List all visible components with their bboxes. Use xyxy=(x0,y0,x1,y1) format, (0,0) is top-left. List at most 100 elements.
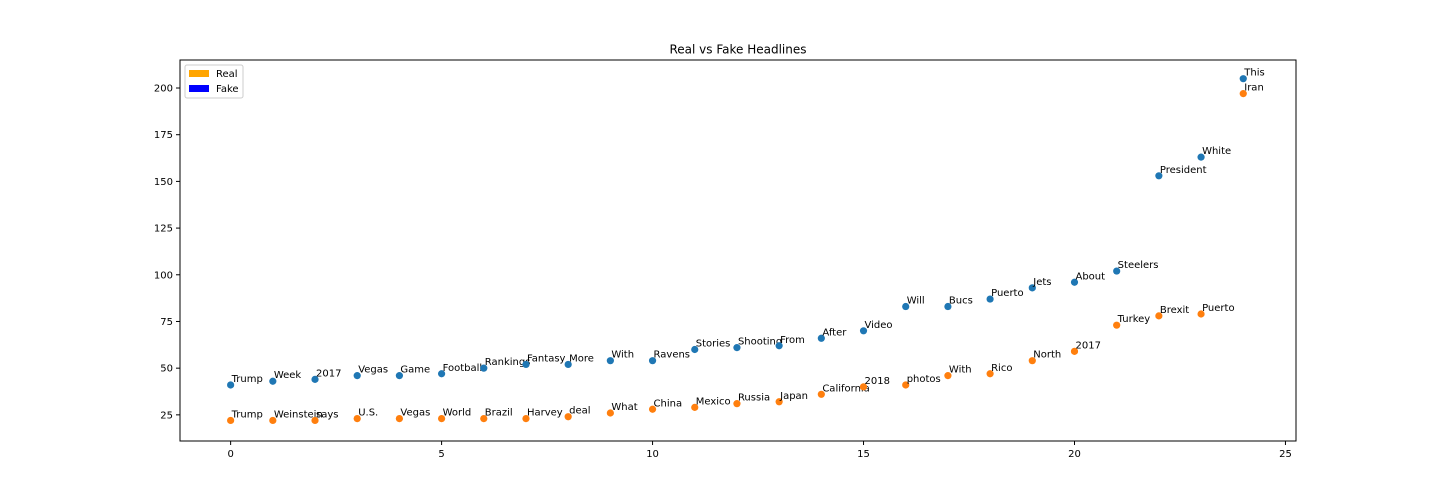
series-0-point-3 xyxy=(353,372,361,380)
series-1-point-label-18: Rico xyxy=(991,363,1012,374)
series-0-point-23 xyxy=(1197,153,1205,161)
series-1-point-20 xyxy=(1070,347,1079,355)
chart-title: Real vs Fake Headlines xyxy=(669,43,806,57)
y-tick-label-0: 25 xyxy=(160,410,173,421)
series-1-point-label-19: North xyxy=(1033,350,1061,361)
series-1-point-label-20: 2017 xyxy=(1075,340,1100,351)
series-0-point-13 xyxy=(775,342,783,350)
series-0-point-label-17: Bucs xyxy=(949,296,973,307)
series-1-point-5 xyxy=(437,414,446,423)
series-1-point-10 xyxy=(648,405,657,413)
series-0-point-label-4: Game xyxy=(400,365,430,376)
series-1-point-23 xyxy=(1197,310,1205,318)
series-0-point-label-7: Fantasy xyxy=(527,353,566,364)
series-0-point-label-9: With xyxy=(611,350,634,361)
series-1-point-0 xyxy=(227,416,235,425)
series-1-point-label-12: Russia xyxy=(738,393,770,404)
series-1-point-13 xyxy=(775,398,783,406)
y-tick-label-7: 200 xyxy=(154,84,173,95)
series-0-point-12 xyxy=(733,344,741,352)
series-0-point-label-16: Will xyxy=(907,296,925,307)
plot-frame xyxy=(179,59,1297,442)
series-0-point-20 xyxy=(1070,278,1079,286)
plot-area: Trump Week 2017 Vegas Game FootballRankingsFa… xyxy=(227,68,1265,425)
series-0-point-label-19: Jets xyxy=(1032,277,1051,288)
series-1-point-6 xyxy=(480,414,488,423)
legend-swatch-1 xyxy=(189,85,209,92)
x-tick-label-4: 20 xyxy=(1068,449,1081,460)
y-tick-label-5: 150 xyxy=(154,177,173,188)
series-1-point-label-3: U.S. xyxy=(358,408,378,419)
series-1-point-label-23: Puerto xyxy=(1202,303,1235,314)
series-1-point-18 xyxy=(986,370,994,378)
series-0-point-6 xyxy=(480,364,488,372)
series-0-point-16 xyxy=(902,302,910,311)
series-0-point-1 xyxy=(269,377,277,385)
series-0-point-label-21: Steelers xyxy=(1118,260,1159,271)
series-1-point-label-15: 2018 xyxy=(865,376,890,387)
series-1-point-label-5: World xyxy=(443,408,472,419)
series-0-point-label-23: White xyxy=(1202,146,1231,157)
series-1-point-label-2: says xyxy=(316,409,338,420)
x-tick-label-2: 10 xyxy=(646,449,659,460)
series-0-point-label-8: More xyxy=(569,353,594,364)
x-tick-label-5: 25 xyxy=(1279,449,1292,460)
series-1-point-label-10: China xyxy=(654,398,683,409)
series-0-point-24 xyxy=(1239,75,1247,83)
y-tick-label-2: 75 xyxy=(160,317,173,328)
series-0-point-label-13: From xyxy=(780,335,805,346)
series-0-point-label-11: Stories xyxy=(696,338,731,349)
series-1-point-label-4: Vegas xyxy=(400,408,430,419)
series-0-point-14 xyxy=(817,334,825,342)
series-1-point-label-24: Iran xyxy=(1244,83,1264,94)
legend: Real Fake xyxy=(184,64,244,99)
series-1-point-8 xyxy=(564,413,572,421)
series-0-point-17 xyxy=(944,302,952,311)
axes: 0 5 10 15 20 25 25 50 75 100 125 150 175 200 xyxy=(154,59,1297,460)
series-1-point-label-22: Brexit xyxy=(1160,305,1189,316)
series-1-point-label-17: With xyxy=(949,365,972,376)
series-1-point-4 xyxy=(395,414,404,423)
series-0-point-19 xyxy=(1028,284,1036,292)
series-0-point-21 xyxy=(1113,267,1121,275)
series-0-point-10 xyxy=(648,357,657,365)
series-1-point-19 xyxy=(1028,357,1036,365)
series-1-point-11 xyxy=(691,403,699,411)
series-0-point-0 xyxy=(227,381,235,389)
series-0-point-label-18: Puerto xyxy=(991,288,1024,299)
series-1-point-2 xyxy=(311,416,319,425)
series-1-point-12 xyxy=(733,400,741,408)
series-0-point-label-5: Football xyxy=(443,363,483,374)
series-1-point-label-6: Brazil xyxy=(485,408,513,419)
y-tick-label-1: 50 xyxy=(160,364,173,375)
series-1-point-14 xyxy=(817,390,825,398)
series-1-point-label-0: Trump xyxy=(231,409,263,420)
x-tick-label-1: 5 xyxy=(438,449,444,460)
series-0-point-18 xyxy=(986,295,994,303)
series-0-point-label-24: This xyxy=(1243,68,1264,79)
series-1-point-label-1: Weinstein xyxy=(274,409,323,420)
series-1-point-label-11: Mexico xyxy=(696,396,731,407)
series-0-point-9 xyxy=(606,357,614,365)
series-1-point-17 xyxy=(944,372,952,380)
series-1-point-3 xyxy=(353,414,361,423)
series-1-point-16 xyxy=(902,381,910,389)
series-1-point-label-21: Turkey xyxy=(1117,314,1151,325)
series-1-point-label-8: deal xyxy=(569,406,590,417)
series-0-point-label-14: After xyxy=(822,327,847,338)
series-0-point-label-2: 2017 xyxy=(316,368,341,379)
legend-label-0: Real xyxy=(216,69,238,80)
series-0-point-11 xyxy=(691,345,699,354)
series-1-point-label-13: Japan xyxy=(779,391,808,402)
series-0-point-label-1: Week xyxy=(274,370,302,381)
series-1-point-24 xyxy=(1239,90,1247,98)
series-0-point-label-6: Rankings xyxy=(485,357,531,368)
series-1-point-label-9: What xyxy=(611,402,637,413)
series-1-point-22 xyxy=(1155,312,1163,320)
x-tick-label-0: 0 xyxy=(227,449,233,460)
series-0-point-label-10: Ravens xyxy=(654,350,690,361)
series-0-point-5 xyxy=(437,370,446,378)
x-tick-label-3: 15 xyxy=(857,449,870,460)
series-1-point-7 xyxy=(522,414,530,423)
